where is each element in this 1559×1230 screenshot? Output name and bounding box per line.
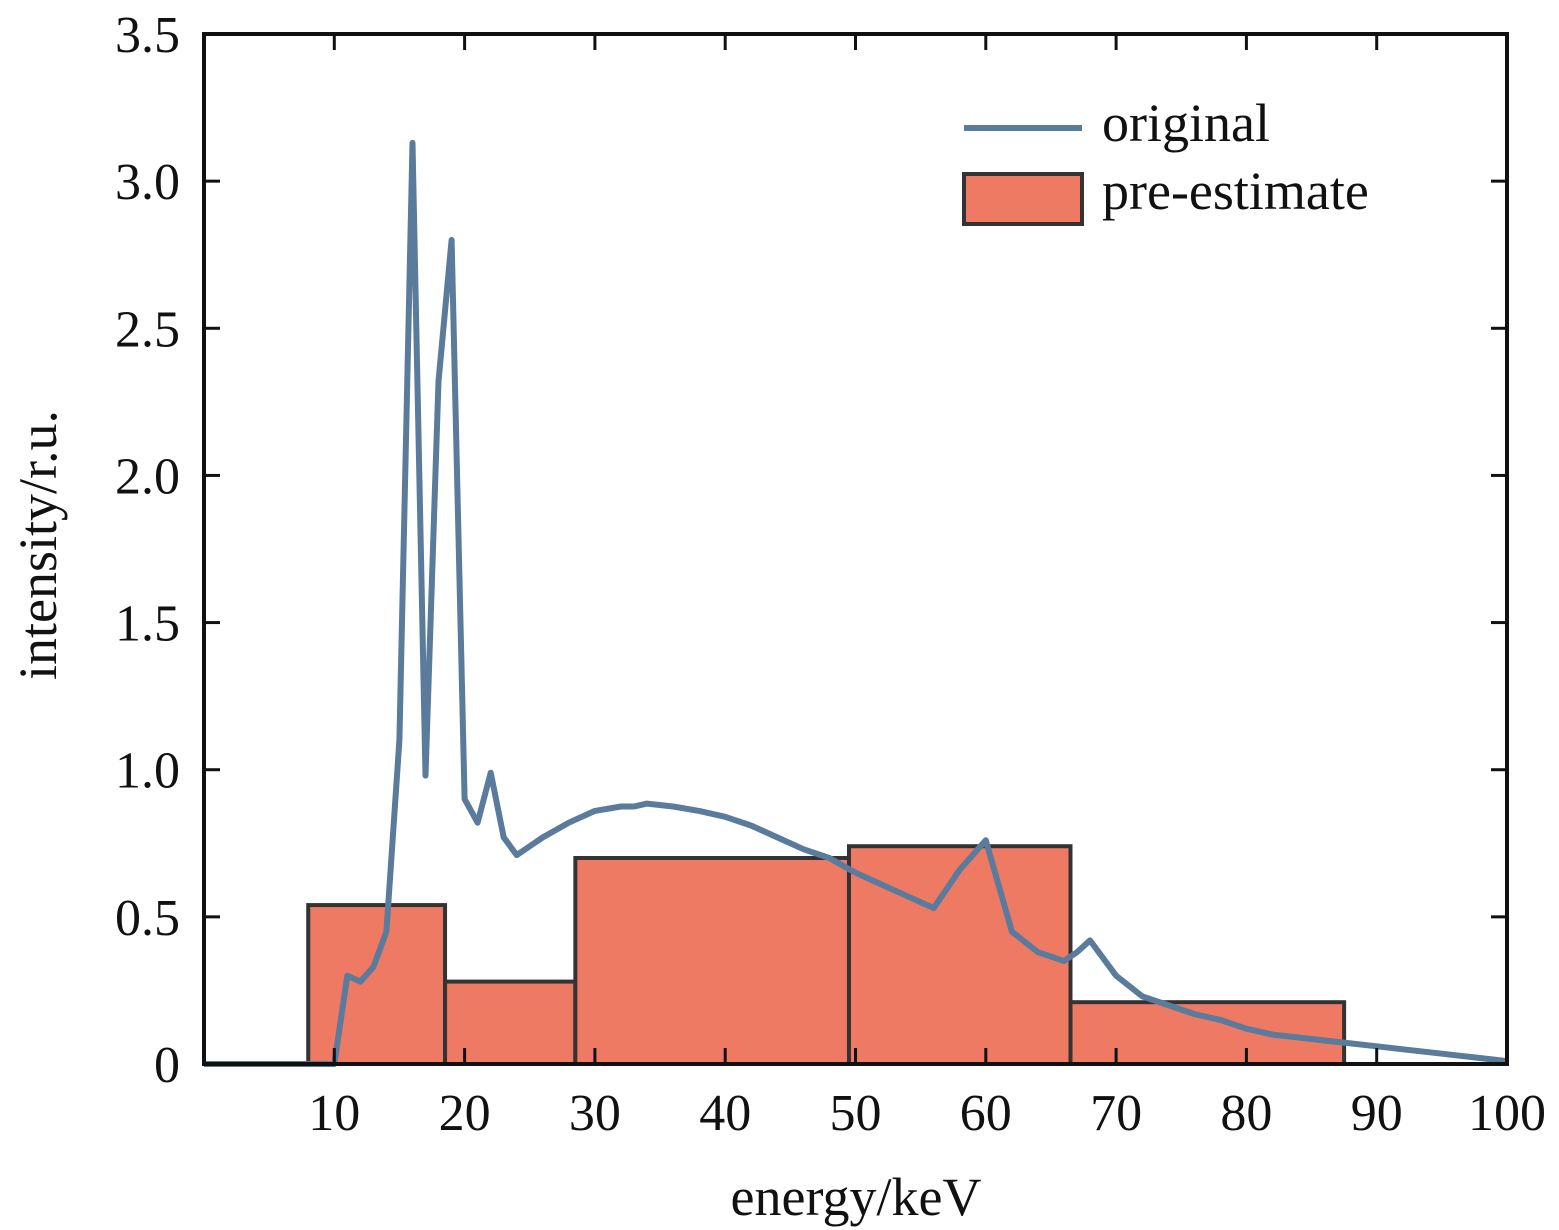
x-axis-label: energy/keV (731, 1167, 982, 1227)
y-tick-label: 3.5 (115, 7, 180, 64)
legend-label-original: original (1102, 93, 1270, 153)
x-tick-label: 60 (960, 1085, 1012, 1142)
legend-label-pre-estimate: pre-estimate (1102, 161, 1369, 221)
line-layer (204, 139, 1508, 1067)
bar-4 (1068, 1000, 1347, 1067)
x-tick-label: 70 (1090, 1085, 1142, 1142)
legend-swatch-pre-estimate (962, 172, 1084, 226)
bar-3 (846, 844, 1073, 1066)
y-tick-label: 2.5 (115, 301, 180, 358)
series-line-original (204, 139, 1508, 1067)
bars-layer (306, 844, 1347, 1067)
y-axis-label: intensity/r.u. (8, 410, 68, 680)
ticks-layer: 10 20 30 40 50 60 70 80 90 100 0 0.5 1.0 1.5 2.0 2.5 3.0… (115, 7, 1546, 1142)
y-tick-label: 2.0 (115, 448, 180, 505)
x-tick-label: 40 (699, 1085, 751, 1142)
x-tick-label: 10 (308, 1085, 360, 1142)
y-tick-label: 0 (154, 1037, 180, 1094)
y-tick-label: 0.5 (115, 890, 180, 947)
y-tick-label: 3.0 (115, 154, 180, 211)
y-tick-label: 1.5 (115, 596, 180, 653)
x-tick-label: 100 (1468, 1085, 1546, 1142)
legend: original pre-estimate (962, 93, 1369, 226)
x-tick-label: 90 (1351, 1085, 1403, 1142)
bar-0 (306, 903, 448, 1066)
y-tick-label: 1.0 (115, 743, 180, 800)
x-tick-label: 50 (830, 1085, 882, 1142)
x-tick-label: 30 (569, 1085, 621, 1142)
x-tick-label: 20 (439, 1085, 491, 1142)
bar-2 (573, 856, 851, 1066)
x-tick-label: 80 (1220, 1085, 1272, 1142)
